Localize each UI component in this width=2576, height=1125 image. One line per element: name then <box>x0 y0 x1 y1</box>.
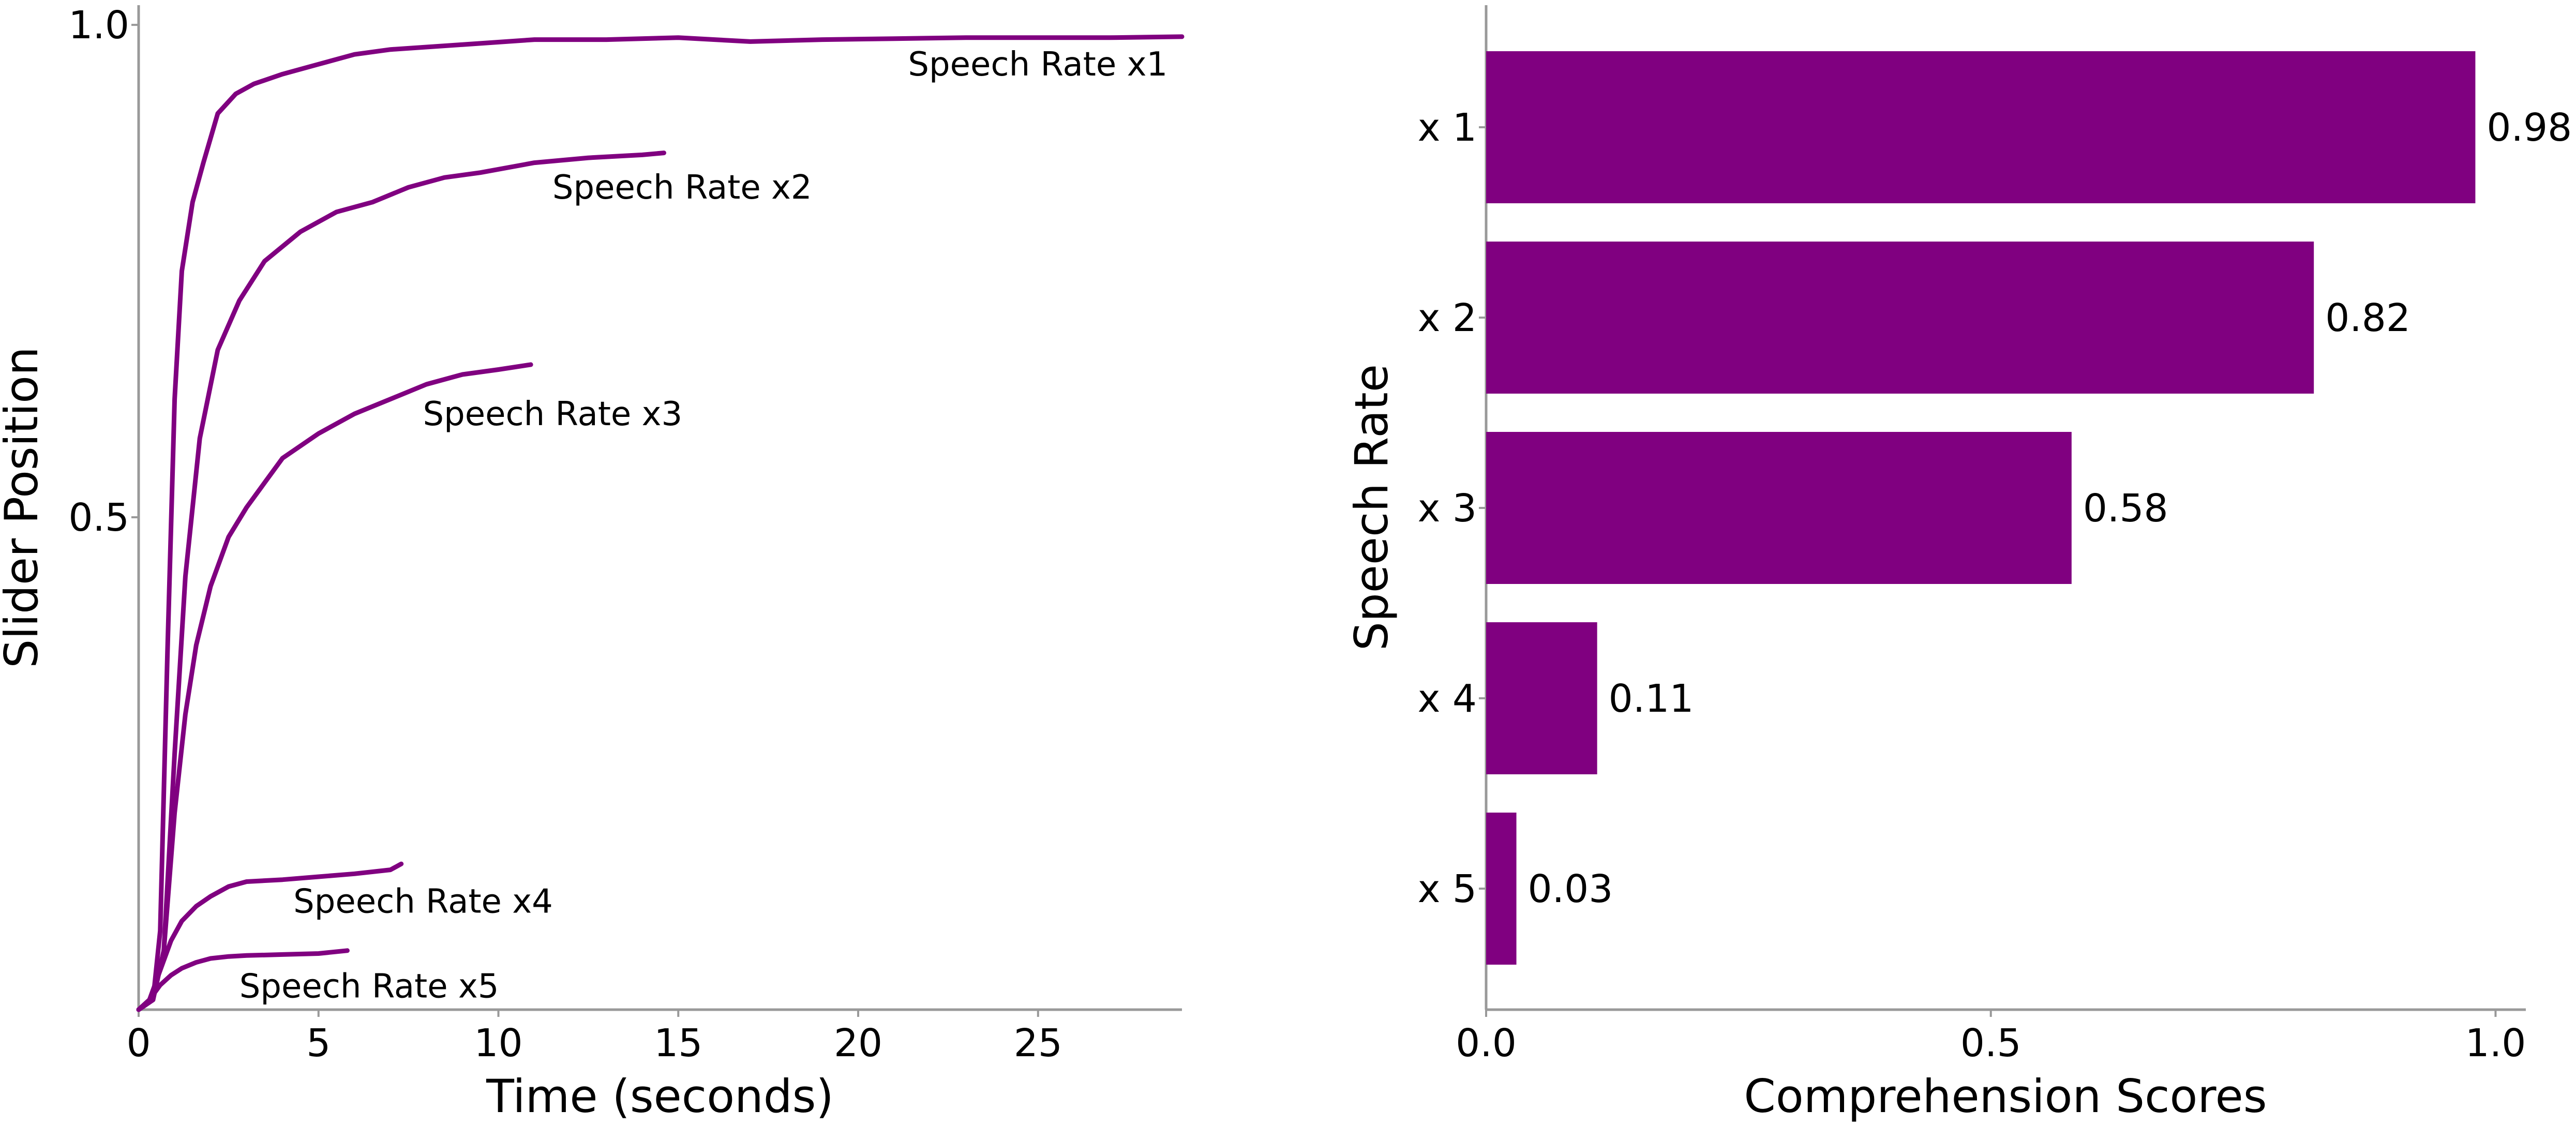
category-label: x 4 <box>1418 677 1477 721</box>
bar-value-label: 0.58 <box>2083 486 2168 531</box>
line-chart-x-axis-title: Time (seconds) <box>486 1070 834 1123</box>
bar-chart-bars: x 1 0.98 x 2 0.82 x 3 0.58 x 4 0.11 x 5 0.03 <box>1418 51 2572 965</box>
curve-label-x1: Speech Rate x1 <box>908 46 1167 84</box>
y-tick-label: 0.5 <box>68 496 129 540</box>
bar-value-label: 0.98 <box>2487 106 2572 150</box>
x-tick-label: 5 <box>306 1021 331 1066</box>
series-line-x1 <box>136 34 1185 1012</box>
x-tick-label: 0.0 <box>1456 1021 1517 1066</box>
bar-x3 <box>1486 432 2072 584</box>
bar-chart-x-ticks: 0.0 0.5 1.0 <box>1456 1010 2526 1066</box>
x-tick-label: 20 <box>834 1021 882 1066</box>
series-line-x4 <box>136 861 404 1012</box>
curve-label-x5: Speech Rate x5 <box>239 967 499 1006</box>
x-tick-label: 10 <box>474 1021 522 1066</box>
series-line-x2 <box>136 151 666 1012</box>
line-chart-x-ticks: 0 5 10 15 20 25 <box>126 1010 1062 1066</box>
comprehension-bar-chart: 0.0 0.5 1.0 x 1 0.98x 2 0.82x 3 0.58x 4 0.11x … <box>1345 5 2572 1123</box>
bar-x2 <box>1486 242 2314 394</box>
bar-value-label: 0.11 <box>1609 677 1694 721</box>
bar-x5 <box>1486 813 1517 965</box>
y-tick-label: 1.0 <box>68 3 129 48</box>
series-line-x5 <box>136 948 350 1012</box>
curve-label-x4: Speech Rate x4 <box>293 883 553 921</box>
curve-label-x2: Speech Rate x2 <box>552 169 812 207</box>
x-tick-label: 0.5 <box>1960 1021 2021 1066</box>
category-label: x 3 <box>1418 486 1477 531</box>
bar-value-label: 0.82 <box>2325 296 2410 340</box>
bar-value-label: 0.03 <box>1528 867 1613 911</box>
category-label: x 2 <box>1418 296 1477 340</box>
line-chart-y-axis-title: Slider Position <box>0 347 48 668</box>
line-chart-series <box>136 34 1185 1012</box>
bar-chart-x-axis-title: Comprehension Scores <box>1744 1070 2267 1123</box>
line-chart-annotations: Speech Rate x1 Speech Rate x2 Speech Rate … <box>239 46 1167 1006</box>
curve-label-x3: Speech Rate x3 <box>423 395 682 433</box>
x-tick-label: 0 <box>126 1021 151 1066</box>
category-label: x 1 <box>1418 106 1477 150</box>
bar-x4 <box>1486 622 1597 774</box>
line-chart-y-ticks: 0.5 1.0 <box>68 3 139 540</box>
bar-chart-y-axis-title: Speech Rate <box>1345 364 1398 651</box>
category-label: x 5 <box>1418 867 1477 911</box>
x-tick-label: 15 <box>654 1021 702 1066</box>
x-tick-label: 25 <box>1014 1021 1062 1066</box>
bar-x1 <box>1486 51 2476 203</box>
x-tick-label: 1.0 <box>2465 1021 2526 1066</box>
series-line-x3 <box>136 362 533 1012</box>
